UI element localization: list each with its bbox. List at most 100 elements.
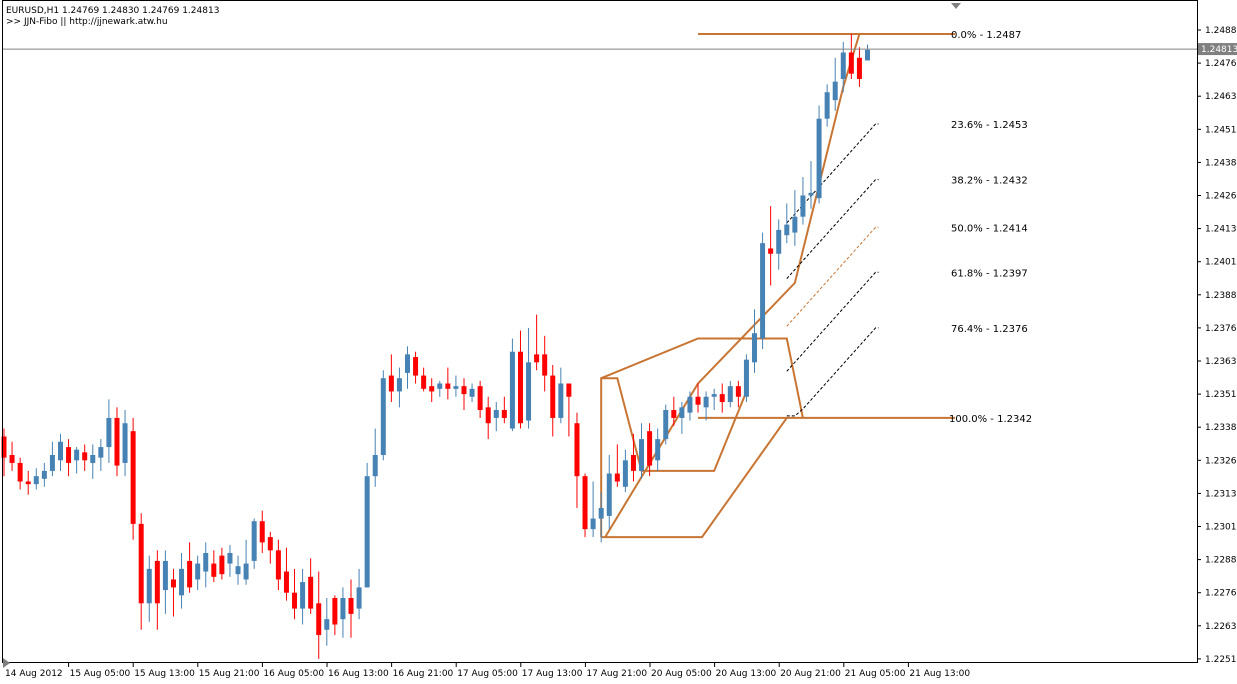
fib-level-line (786, 327, 879, 417)
candle-body (179, 568, 185, 596)
candle (421, 367, 427, 392)
candle-body (243, 563, 249, 580)
candle-body (195, 563, 201, 580)
y-axis: 1.24885 1.24760 1.24635 1.24510 1.24385 1.242… (1197, 26, 1237, 665)
candle (33, 468, 39, 490)
candle (57, 433, 63, 471)
candle-body (727, 386, 733, 403)
candle (663, 404, 669, 445)
y-tick-label: 1.23260 (1205, 456, 1237, 466)
candle (606, 455, 612, 530)
candle (493, 402, 499, 432)
y-tick-label: 1.24135 (1205, 225, 1237, 235)
fib-level-label: 61.8% - 1.2397 (951, 268, 1028, 279)
y-tick-label: 1.24385 (1205, 158, 1237, 168)
candle (275, 539, 281, 591)
y-tick-label: 1.24760 (1205, 59, 1237, 69)
candle (388, 354, 394, 403)
fib-level-label: 76.4% - 1.2376 (951, 324, 1028, 335)
candle-body (332, 597, 338, 625)
candle (203, 542, 209, 588)
candle-body (663, 409, 669, 440)
candle-body (162, 560, 168, 591)
candle (598, 492, 604, 543)
candle (340, 587, 346, 638)
y-tick-label: 1.22635 (1205, 622, 1237, 632)
x-tick-label: 16 Aug 21:00 (393, 669, 454, 679)
candle-body (90, 455, 96, 463)
candle-body (598, 507, 604, 519)
candle (856, 47, 862, 87)
candle-body (380, 378, 386, 456)
x-tick-label: 21 Aug 05:00 (845, 669, 906, 679)
candle-body (413, 357, 419, 376)
candle-body (437, 383, 443, 389)
candle-body (453, 386, 459, 389)
current-price-label: 1.24813 (1201, 45, 1237, 55)
candle (630, 433, 636, 482)
candle (243, 539, 249, 585)
candle (170, 568, 176, 617)
chart-shift-marker-icon[interactable] (951, 3, 961, 9)
candle (251, 518, 257, 569)
y-tick-label: 1.24635 (1205, 92, 1237, 102)
candle (558, 367, 564, 424)
candle (517, 330, 523, 429)
x-tick-label: 17 Aug 13:00 (522, 669, 583, 679)
candle-body (227, 552, 233, 564)
plot-frame (2, 0, 1198, 663)
candle-body (114, 417, 120, 466)
candle (445, 367, 451, 400)
candle (74, 447, 80, 474)
candle-body (388, 375, 394, 392)
candle (380, 370, 386, 461)
y-tick-label: 1.24010 (1205, 258, 1237, 268)
candle (614, 444, 620, 487)
candle-body (283, 571, 289, 593)
fib-level-label: 100.0% - 1.2342 (949, 414, 1032, 425)
candle-body (582, 476, 588, 530)
chart-header-line1: EURUSD,H1 1.24769 1.24830 1.24769 1.2481… (6, 6, 219, 16)
candle-body (9, 455, 15, 463)
candle (509, 338, 515, 432)
candle-body (235, 566, 241, 575)
candle-body (154, 560, 160, 604)
candle-body (187, 560, 193, 588)
candle-body (630, 455, 636, 471)
candle (17, 457, 23, 490)
x-tick-label: 20 Aug 13:00 (716, 669, 777, 679)
candle-body (300, 582, 306, 609)
fib-level-line (786, 179, 879, 279)
x-axis: 14 Aug 2012 15 Aug 05:00 15 Aug 13:00 15 Au… (3, 662, 970, 679)
candle (469, 383, 475, 403)
candle-body (211, 563, 217, 577)
candle (195, 555, 201, 591)
candle-body (429, 386, 435, 392)
y-tick-label: 1.23135 (1205, 489, 1237, 499)
x-tick-label: 17 Aug 05:00 (457, 669, 518, 679)
candle-body (655, 439, 661, 461)
candle-body (57, 441, 63, 461)
candle (485, 396, 491, 440)
candle (227, 545, 233, 577)
candle-body (364, 476, 370, 588)
candle (824, 84, 830, 127)
candle-body (687, 396, 693, 413)
candle-body (122, 423, 128, 463)
candle (816, 105, 822, 204)
candle-body (534, 354, 540, 363)
candle-body (259, 521, 265, 543)
candle (235, 555, 241, 585)
candle (356, 568, 362, 620)
candle-body (526, 362, 532, 421)
x-tick-label: 14 Aug 2012 (5, 669, 63, 679)
candle (566, 383, 572, 437)
candle (413, 351, 419, 384)
candle-body (832, 81, 838, 101)
candle-body (864, 49, 870, 61)
candle (550, 364, 556, 437)
candle (187, 542, 193, 593)
candle-body (82, 452, 88, 461)
